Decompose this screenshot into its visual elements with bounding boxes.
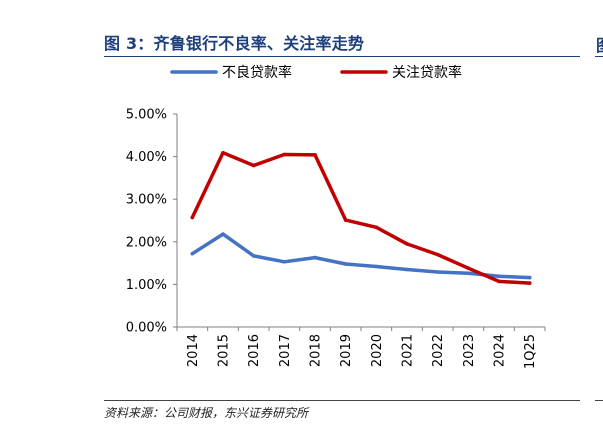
chart-title: 图 3：齐鲁银行不良率、关注率走势 [104,34,365,53]
legend-label: 关注贷款率 [392,64,462,81]
source-divider [104,400,580,401]
axes: 0.00% 1.00% 2.00% 3.00% 4.00% 5.00% 2014 2015 20… [126,108,546,369]
series-2-point [190,215,195,220]
series-2-point [374,225,379,230]
x-tick-label: 2014 [186,334,201,367]
y-tick-label: 0.00% [126,321,167,336]
series-2-point [282,152,287,157]
x-tick-label: 2020 [370,334,385,367]
x-tick-label: 2016 [247,334,262,367]
series-1-point [343,262,348,266]
title-underline [104,56,580,57]
series-2-point [251,163,256,168]
adjacent-figure-title-fragment: 图 [596,32,603,56]
series-1-point [251,254,256,258]
y-tick-label: 2.00% [126,235,167,250]
series-1-point [282,260,287,264]
series-2-point [435,252,440,257]
series-1-point [466,271,471,276]
y-tick-label: 1.00% [126,278,167,293]
series-1-point [221,232,225,236]
series-1-point [190,251,195,256]
x-tick-label: 2018 [309,334,324,367]
series-line-2 [190,151,532,285]
series-layer [190,151,532,285]
y-tick-label: 5.00% [126,108,167,123]
y-tick-label: 4.00% [126,150,167,165]
adjacent-figure-source-divider [595,400,603,401]
legend: 不良贷款率 关注贷款率 [170,64,462,81]
series-2-point [343,218,348,222]
legend-label: 不良贷款率 [222,64,292,81]
series-1-point [313,255,317,260]
x-tick-label: 2021 [401,334,416,367]
series-1-point [435,270,440,274]
x-tick-label: 2019 [339,334,354,367]
x-tick-label: 2017 [278,334,293,367]
x-tick-label: 2022 [431,334,446,367]
series-2-point [466,266,471,271]
series-1-point [497,274,501,279]
source-note: 资料来源：公司财报，东兴证券研究所 [104,406,309,420]
series-2-point [527,281,532,285]
series-1-point [405,267,409,272]
series-2-point [497,279,501,284]
adjacent-figure-underline [595,56,603,57]
x-tick-label: 2023 [462,334,477,367]
series-2-point [221,151,225,155]
series-1-point [527,275,532,280]
series-2-point [405,242,409,246]
y-tick-label: 3.00% [126,193,167,208]
x-tick-label: 2024 [493,334,508,367]
series-2-point [313,153,317,157]
x-tick-label: 1Q25 [523,334,538,369]
x-tick-label: 2015 [217,334,232,367]
series-1-point [374,264,379,269]
series-line-1 [190,232,532,280]
